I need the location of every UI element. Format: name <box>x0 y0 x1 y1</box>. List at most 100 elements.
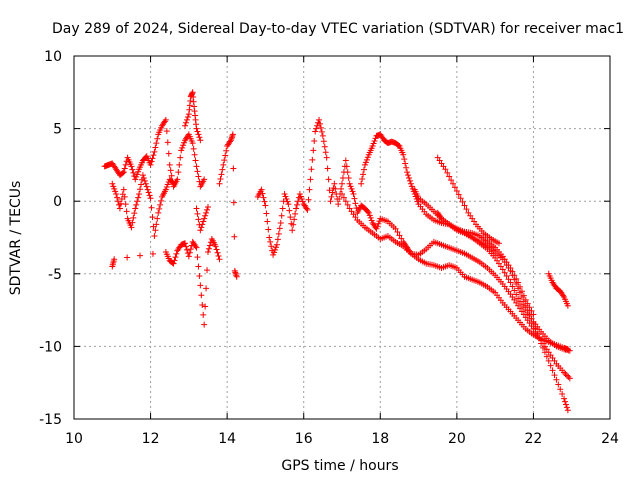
data-point <box>320 138 327 145</box>
data-point <box>186 249 193 256</box>
data-point <box>536 335 543 342</box>
data-point <box>311 137 318 144</box>
x-tick-label: 18 <box>371 431 389 447</box>
data-point <box>291 216 298 223</box>
data-point <box>358 180 365 187</box>
x-axis: 10 12 14 16 18 20 22 24 <box>65 56 619 447</box>
data-point <box>507 264 514 271</box>
data-point <box>318 128 325 135</box>
data-point <box>136 190 143 197</box>
data-point <box>135 168 142 175</box>
data-point <box>149 250 156 257</box>
data-point <box>360 171 367 178</box>
y-axis: 10 5 0 -5 -10 -15 <box>39 49 610 428</box>
data-point <box>150 152 157 159</box>
data-point <box>329 189 336 196</box>
data-point <box>122 201 129 208</box>
data-point <box>285 201 292 208</box>
data-point <box>178 147 185 154</box>
data-point <box>316 116 323 123</box>
data-point <box>312 128 319 135</box>
data-point <box>154 135 161 142</box>
data-point <box>566 347 573 354</box>
data-point <box>204 206 211 213</box>
data-point <box>168 172 175 179</box>
data-point <box>495 240 502 247</box>
data-point <box>266 234 273 241</box>
data-point <box>219 166 226 173</box>
data-point <box>342 198 349 205</box>
data-point <box>128 224 135 231</box>
data-point <box>200 311 207 318</box>
data-point <box>522 296 529 303</box>
data-point <box>564 302 571 309</box>
data-point <box>217 176 224 183</box>
data-point <box>201 215 208 222</box>
data-point <box>194 210 201 217</box>
data-point <box>392 225 399 232</box>
data-point <box>152 227 159 234</box>
data-point <box>213 246 220 253</box>
data-point <box>183 116 190 123</box>
data-point <box>347 183 354 190</box>
data-point <box>214 249 221 256</box>
data-point <box>193 205 200 212</box>
data-point <box>451 184 458 191</box>
data-point <box>332 185 339 192</box>
data-point <box>459 198 466 205</box>
data-point <box>202 212 209 219</box>
data-point <box>194 168 201 175</box>
data-point <box>196 134 203 141</box>
data-point <box>194 128 201 135</box>
data-point <box>162 116 169 123</box>
data-point <box>110 183 117 190</box>
data-point <box>317 124 324 131</box>
data-point <box>331 180 338 187</box>
data-point <box>133 173 140 180</box>
data-point <box>165 150 172 157</box>
data-point <box>344 169 351 176</box>
data-point <box>148 204 155 211</box>
data-point <box>541 349 548 356</box>
data-point <box>264 218 271 225</box>
data-point <box>322 149 329 156</box>
data-point <box>293 205 300 212</box>
data-point <box>203 285 210 292</box>
data-point <box>137 186 144 193</box>
y-tick-label: 0 <box>53 194 62 210</box>
data-point <box>272 244 279 251</box>
data-point <box>513 291 520 298</box>
x-tick-label: 16 <box>295 431 313 447</box>
data-point <box>328 193 335 200</box>
data-point <box>335 201 342 208</box>
data-point <box>338 185 345 192</box>
data-point <box>192 243 199 250</box>
data-point <box>131 210 138 217</box>
data-point <box>218 171 225 178</box>
data-point <box>361 161 368 168</box>
data-point <box>342 157 349 164</box>
data-point <box>562 370 569 377</box>
data-point <box>206 242 213 249</box>
data-point <box>261 198 268 205</box>
data-point <box>182 243 189 250</box>
data-point <box>407 180 414 187</box>
data-point <box>200 218 207 225</box>
data-point <box>154 215 161 222</box>
data-point <box>507 279 514 286</box>
data-point <box>181 139 188 146</box>
data-point <box>149 214 156 221</box>
data-point <box>308 166 315 173</box>
data-point <box>267 238 274 245</box>
y-tick-label: -5 <box>48 267 62 283</box>
data-point <box>201 321 208 328</box>
data-point <box>129 166 136 173</box>
data-point <box>111 256 118 263</box>
data-point <box>366 212 373 219</box>
data-point <box>222 152 229 159</box>
data-point <box>199 221 206 228</box>
series-segment-h <box>358 131 573 354</box>
data-point <box>405 172 412 179</box>
data-point <box>148 158 155 165</box>
data-point <box>534 330 541 337</box>
